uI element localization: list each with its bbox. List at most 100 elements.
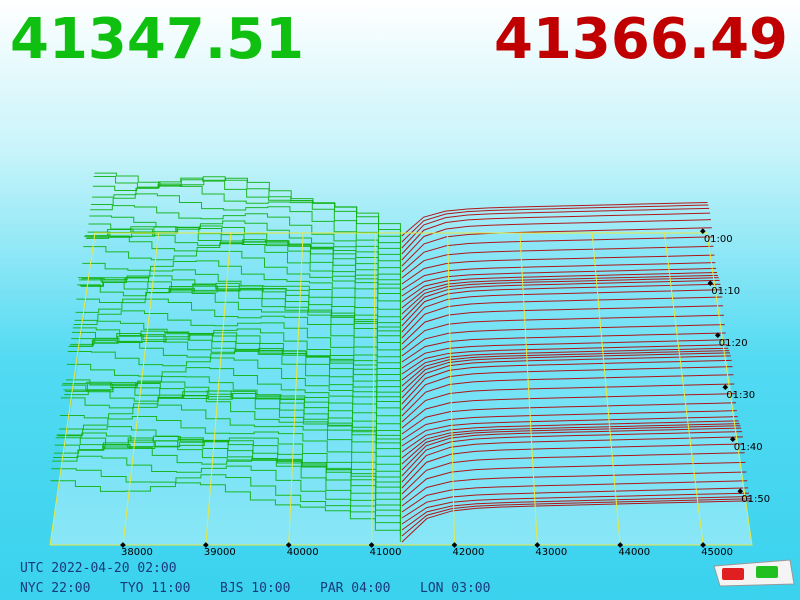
bid-depth-line bbox=[84, 228, 401, 302]
x-tick-label: 43000 bbox=[535, 547, 567, 558]
bid-depth-line bbox=[59, 416, 401, 482]
ask-depth-line bbox=[401, 236, 713, 273]
ask-depth-line bbox=[401, 420, 739, 453]
y-tick-label: 01:50 bbox=[741, 494, 770, 505]
ask-depth-line bbox=[401, 496, 750, 531]
ask-depth-line bbox=[401, 431, 743, 477]
tick-mark bbox=[451, 542, 458, 548]
bid-depth-line bbox=[69, 332, 401, 410]
ask-depth-line bbox=[401, 427, 742, 471]
bid-depth-line bbox=[58, 426, 401, 488]
depth-lines bbox=[50, 172, 752, 543]
tick-mark bbox=[729, 436, 736, 443]
ask-price: 41366.49 bbox=[494, 7, 788, 72]
ask-depth-line bbox=[401, 344, 728, 375]
ask-depth-line bbox=[401, 393, 736, 429]
y-tick-label: 01:10 bbox=[711, 286, 740, 297]
ask-depth-line bbox=[401, 402, 737, 435]
bid-depth-line bbox=[53, 444, 401, 524]
ask-depth-line bbox=[401, 332, 726, 363]
ask-depth-line bbox=[401, 262, 716, 291]
ask-depth-line bbox=[401, 423, 740, 459]
x-tick-label: 42000 bbox=[453, 547, 485, 558]
ask-depth-line bbox=[401, 324, 725, 357]
ask-depth-line bbox=[401, 296, 723, 339]
ask-depth-line bbox=[401, 374, 734, 417]
tick-mark bbox=[120, 542, 126, 548]
tick-mark bbox=[368, 542, 375, 548]
bid-depth-line bbox=[50, 480, 401, 542]
y-tick-label: 01:00 bbox=[704, 234, 733, 245]
ask-depth-line bbox=[401, 471, 747, 507]
zone-time: LON 03:00 bbox=[420, 581, 490, 596]
ask-depth-line bbox=[401, 339, 727, 369]
bid-depth-line bbox=[67, 351, 401, 422]
grid-line bbox=[663, 232, 704, 546]
tick-mark bbox=[714, 332, 721, 339]
bid-depth-line bbox=[65, 376, 401, 434]
bid-depth-line bbox=[60, 395, 401, 470]
zone-time: PAR 04:00 bbox=[320, 581, 390, 596]
ask-depth-line bbox=[401, 352, 730, 393]
tick-mark bbox=[722, 384, 729, 391]
bid-depth-line bbox=[61, 384, 401, 464]
tick-mark bbox=[699, 228, 706, 235]
ask-depth-line bbox=[401, 207, 710, 249]
ask-depth-line bbox=[401, 492, 749, 525]
x-tick-label: 45000 bbox=[701, 547, 733, 558]
bid-price: 41347.51 bbox=[10, 7, 304, 72]
ask-depth-line bbox=[401, 289, 722, 333]
bid-depth-line bbox=[52, 455, 401, 530]
ask-depth-line bbox=[401, 436, 743, 483]
bid-depth-line bbox=[82, 260, 401, 320]
bid-depth-line bbox=[77, 283, 401, 356]
bid-depth-line bbox=[66, 363, 401, 428]
bid-depth-line bbox=[74, 310, 401, 374]
grid-line bbox=[205, 232, 232, 546]
ask-depth-line bbox=[401, 410, 737, 441]
x-tick-label: 41000 bbox=[370, 547, 402, 558]
bid-depth-line bbox=[54, 435, 401, 512]
ask-depth-line bbox=[401, 452, 745, 495]
ask-depth-line bbox=[401, 347, 729, 381]
ask-depth-line bbox=[401, 279, 720, 321]
grid-line bbox=[447, 232, 455, 546]
tick-mark bbox=[737, 488, 744, 495]
floor bbox=[50, 233, 752, 545]
bid-depth-line bbox=[91, 193, 401, 260]
ask-depth-line bbox=[401, 254, 715, 285]
ask-depth-line bbox=[401, 480, 748, 513]
bid-depth-line bbox=[73, 320, 401, 380]
y-tick-label: 01:20 bbox=[719, 338, 748, 349]
ask-depth-line bbox=[401, 350, 730, 387]
bid-depth-line bbox=[79, 277, 401, 338]
ask-depth-line bbox=[401, 416, 738, 447]
3d-glasses-icon[interactable] bbox=[713, 559, 795, 587]
bid-depth-line bbox=[51, 468, 401, 536]
grid-line bbox=[288, 232, 304, 546]
grid-line bbox=[591, 232, 621, 546]
ask-depth-line bbox=[401, 498, 751, 537]
zone-time: BJS 10:00 bbox=[220, 581, 290, 596]
floor-frame bbox=[49, 232, 753, 546]
ask-depth-line bbox=[401, 500, 752, 543]
ask-depth-line bbox=[401, 204, 709, 243]
tick-mark bbox=[707, 280, 714, 287]
bid-depth-line bbox=[91, 183, 401, 254]
grid: 38000 39000 40000 41000 42000 43000 44000 45000… bbox=[49, 228, 770, 558]
x-tick-label: 44000 bbox=[618, 547, 650, 558]
ask-depth-line bbox=[401, 201, 708, 237]
bid-depth-line bbox=[93, 175, 401, 242]
tick-mark bbox=[617, 542, 624, 548]
ask-depth-line bbox=[401, 355, 731, 399]
y-tick-label: 01:30 bbox=[726, 390, 755, 401]
bid-depth-line bbox=[75, 298, 401, 368]
ask-depth-line bbox=[401, 277, 719, 315]
ask-depth-line bbox=[401, 212, 711, 255]
y-tick-label: 01:40 bbox=[734, 442, 763, 453]
zone-time: NYC 22:00 bbox=[20, 581, 90, 596]
utc-time: UTC 2022-04-20 02:00 bbox=[20, 561, 177, 576]
ask-depth-line bbox=[401, 227, 712, 267]
grid-line bbox=[371, 232, 376, 546]
